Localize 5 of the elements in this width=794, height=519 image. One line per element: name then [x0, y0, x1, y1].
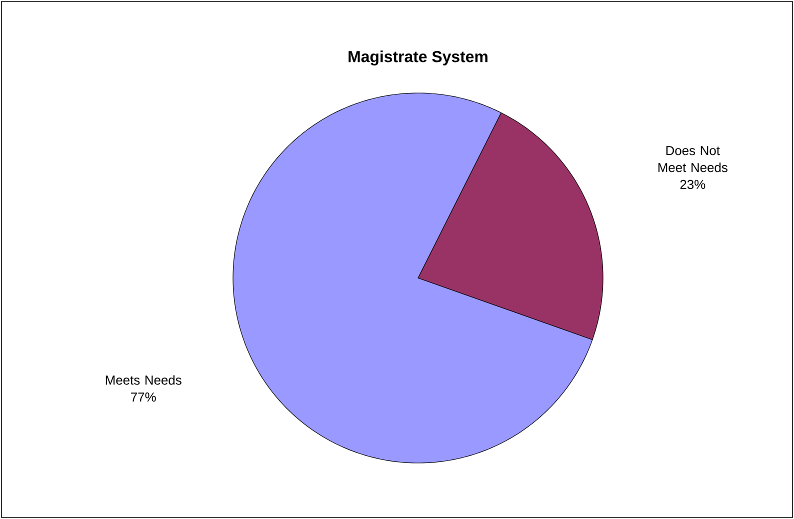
data-label: 23% [680, 180, 706, 190]
data-label: 77% [131, 392, 156, 402]
slice-label: Does Not Meet Needs [658, 146, 728, 172]
chart-title: Magistrate System [348, 50, 488, 66]
slice-label: Meets Needs [106, 375, 182, 385]
